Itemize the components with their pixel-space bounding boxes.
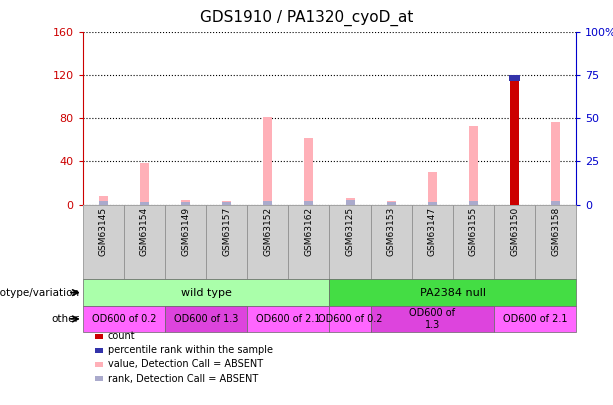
Bar — [412, 205, 453, 279]
Text: GSM63147: GSM63147 — [428, 207, 437, 256]
Bar — [247, 306, 330, 332]
Text: PA2384 null: PA2384 null — [420, 288, 486, 298]
Bar — [222, 201, 231, 205]
Text: OD600 of 0.2: OD600 of 0.2 — [91, 314, 156, 324]
Bar — [494, 205, 535, 279]
Bar — [346, 198, 354, 205]
Text: GSM63154: GSM63154 — [140, 207, 149, 256]
Text: GSM63158: GSM63158 — [551, 207, 560, 256]
Bar — [165, 205, 206, 279]
Bar — [263, 117, 272, 205]
Bar — [222, 202, 231, 205]
Text: GSM63145: GSM63145 — [99, 207, 108, 256]
Text: GSM63149: GSM63149 — [181, 207, 190, 256]
Bar — [371, 205, 412, 279]
Bar — [387, 202, 396, 205]
Bar — [181, 200, 190, 205]
Bar — [330, 205, 371, 279]
Bar — [510, 75, 519, 205]
Text: OD600 of 0.2: OD600 of 0.2 — [318, 314, 383, 324]
Bar — [509, 75, 520, 81]
Text: OD600 of 2.1: OD600 of 2.1 — [503, 314, 568, 324]
Bar — [371, 306, 494, 332]
Bar — [453, 205, 494, 279]
Bar — [494, 306, 576, 332]
Bar — [305, 138, 313, 205]
Bar — [99, 201, 108, 205]
Text: GSM63152: GSM63152 — [264, 207, 272, 256]
Text: GSM63155: GSM63155 — [469, 207, 478, 256]
Bar — [206, 205, 247, 279]
Text: GSM63150: GSM63150 — [510, 207, 519, 256]
Bar — [263, 201, 272, 205]
Text: value, Detection Call = ABSENT: value, Detection Call = ABSENT — [108, 360, 263, 369]
Bar — [99, 196, 108, 205]
Bar — [428, 172, 437, 205]
Bar — [387, 201, 396, 205]
Bar — [535, 205, 576, 279]
Text: GDS1910 / PA1320_cyoD_at: GDS1910 / PA1320_cyoD_at — [200, 10, 413, 26]
Text: GSM63162: GSM63162 — [305, 207, 313, 256]
Text: OD600 of 1.3: OD600 of 1.3 — [174, 314, 238, 324]
Bar — [181, 202, 190, 205]
Bar — [305, 201, 313, 205]
Bar — [469, 201, 478, 205]
Text: other: other — [52, 314, 80, 324]
Text: wild type: wild type — [181, 288, 232, 298]
Text: count: count — [108, 331, 135, 341]
Bar — [83, 306, 165, 332]
Text: percentile rank within the sample: percentile rank within the sample — [108, 345, 273, 355]
Bar — [247, 205, 288, 279]
Text: GSM63153: GSM63153 — [387, 207, 395, 256]
Text: GSM63157: GSM63157 — [222, 207, 231, 256]
Bar — [330, 306, 371, 332]
Bar — [469, 126, 478, 205]
Bar — [428, 202, 437, 205]
Text: rank, Detection Call = ABSENT: rank, Detection Call = ABSENT — [108, 374, 258, 384]
Bar — [551, 122, 560, 205]
Text: genotype/variation: genotype/variation — [0, 288, 80, 298]
Text: OD600 of 2.1: OD600 of 2.1 — [256, 314, 321, 324]
Bar — [83, 205, 124, 279]
Text: GSM63125: GSM63125 — [346, 207, 354, 256]
Bar — [124, 205, 165, 279]
Bar — [346, 200, 354, 205]
Bar — [330, 279, 576, 306]
Text: OD600 of
1.3: OD600 of 1.3 — [409, 308, 455, 330]
Bar — [288, 205, 330, 279]
Bar — [140, 202, 149, 205]
Bar — [165, 306, 247, 332]
Bar — [140, 162, 149, 205]
Bar — [83, 279, 330, 306]
Bar — [551, 201, 560, 205]
